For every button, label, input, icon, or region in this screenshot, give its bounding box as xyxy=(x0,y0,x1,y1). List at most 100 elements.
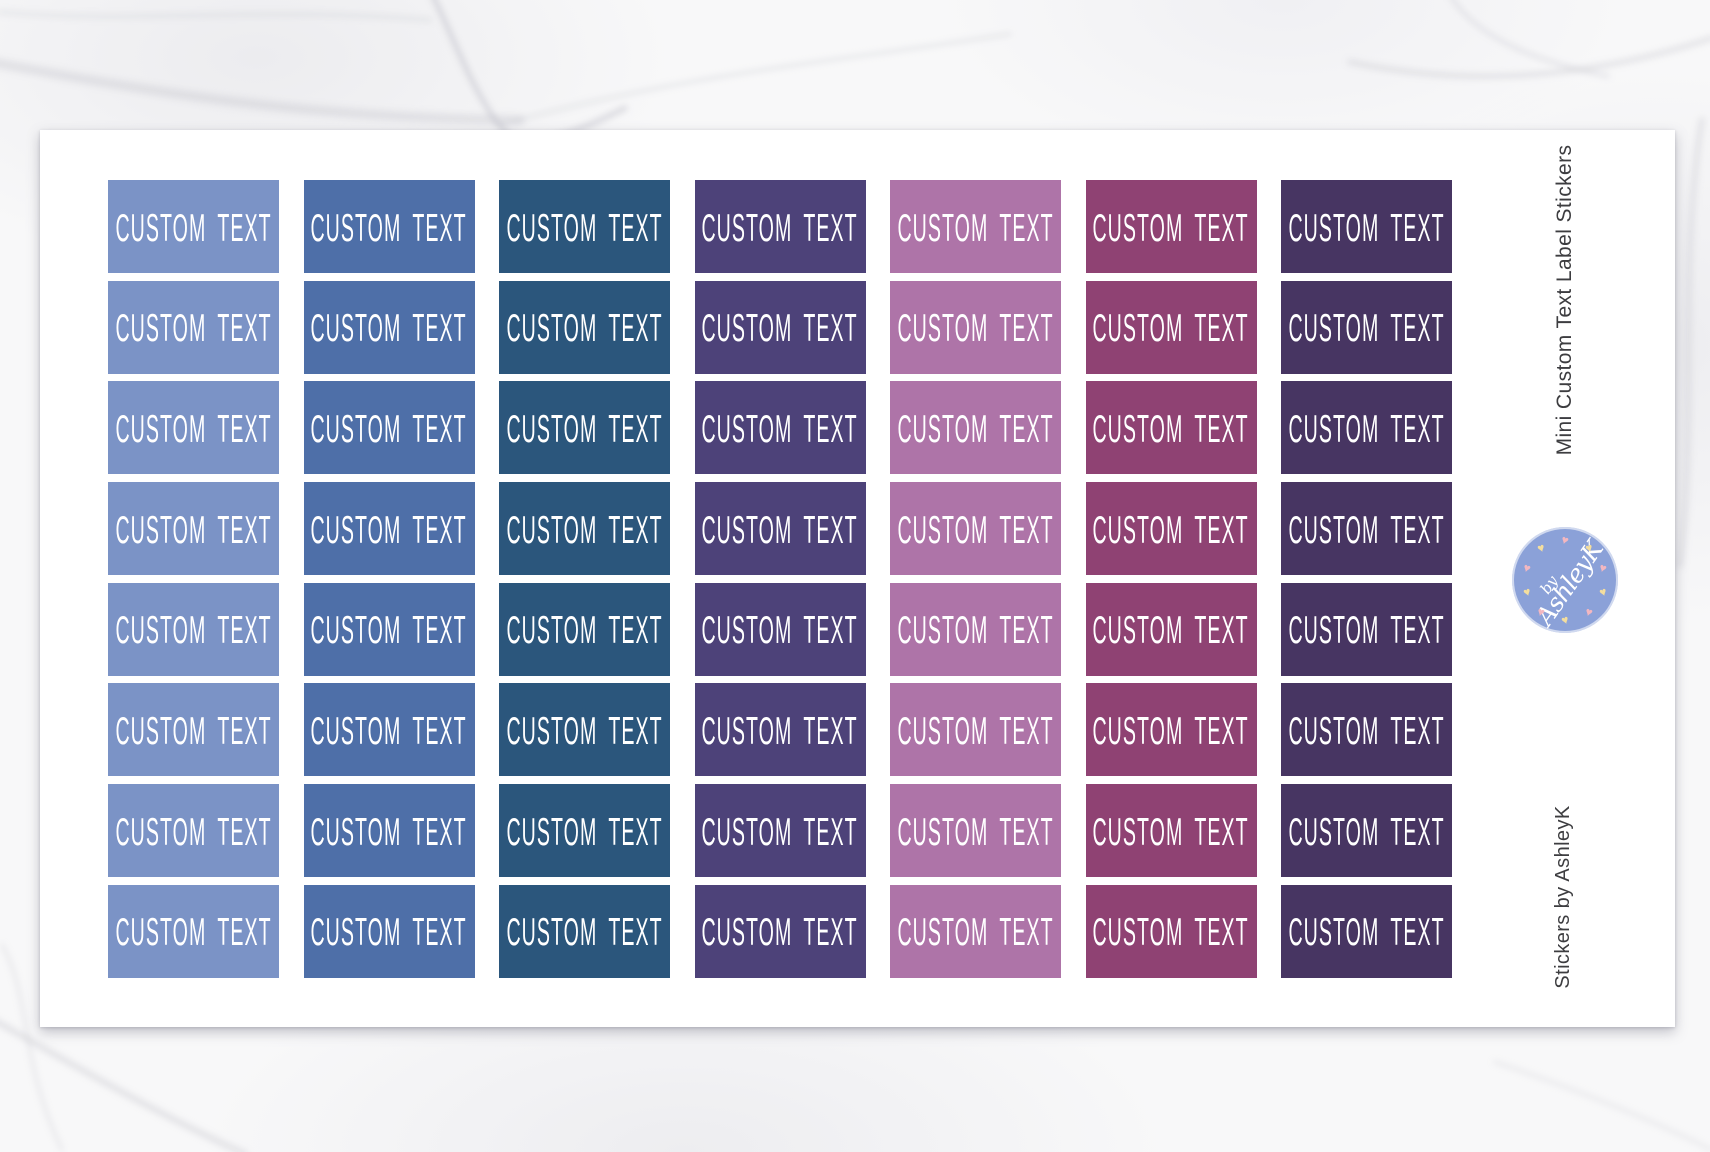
sticker: CUSTOM TEXT xyxy=(108,784,279,878)
sticker-label: CUSTOM TEXT xyxy=(506,709,663,753)
sticker: CUSTOM TEXT xyxy=(499,784,670,878)
sticker: CUSTOM TEXT xyxy=(1085,381,1257,475)
heart-icon: ♥ xyxy=(1597,559,1609,576)
sticker-label: CUSTOM TEXT xyxy=(506,608,663,652)
sticker-label: CUSTOM TEXT xyxy=(897,407,1054,450)
sticker: CUSTOM TEXT xyxy=(694,280,866,374)
sticker-label: CUSTOM TEXT xyxy=(1092,608,1250,652)
sticker: CUSTOM TEXT xyxy=(108,884,279,978)
sticker: CUSTOM TEXT xyxy=(1281,582,1452,676)
heart-icon: ♥ xyxy=(1521,584,1533,601)
sticker-label: CUSTOM TEXT xyxy=(506,306,663,350)
sticker: CUSTOM TEXT xyxy=(108,683,279,777)
sticker: CUSTOM TEXT xyxy=(890,482,1061,576)
sticker-label: CUSTOM TEXT xyxy=(897,306,1054,350)
sticker-label: CUSTOM TEXT xyxy=(115,608,272,652)
heart-icon: ♥ xyxy=(1597,584,1609,601)
sticker: CUSTOM TEXT xyxy=(1085,884,1257,978)
sticker-label: CUSTOM TEXT xyxy=(701,709,859,753)
sticker-sheet: CUSTOM TEXT CUSTOM TEXT CUSTOM TEXT CUSTOM … xyxy=(40,130,1675,1027)
sticker: CUSTOM TEXT xyxy=(1085,482,1257,576)
sticker-label: CUSTOM TEXT xyxy=(506,809,663,853)
sticker: CUSTOM TEXT xyxy=(694,482,866,576)
sticker: CUSTOM TEXT xyxy=(1281,683,1452,777)
sticker-label: CUSTOM TEXT xyxy=(1092,407,1250,450)
sticker-label: CUSTOM TEXT xyxy=(897,709,1054,753)
brand-logo-badge: by AshleyK ♥ ♥ ♥ ♥ ♥ ♥ ♥ ♥ ♥ ♥ xyxy=(1512,527,1618,633)
sticker-label: CUSTOM TEXT xyxy=(1092,809,1250,853)
sticker: CUSTOM TEXT xyxy=(303,884,475,978)
sticker: CUSTOM TEXT xyxy=(303,381,475,475)
sticker: CUSTOM TEXT xyxy=(694,582,866,676)
sticker: CUSTOM TEXT xyxy=(499,180,670,273)
sticker: CUSTOM TEXT xyxy=(694,180,866,273)
sticker-label: CUSTOM TEXT xyxy=(310,809,468,853)
sticker: CUSTOM TEXT xyxy=(1281,784,1452,878)
sticker: CUSTOM TEXT xyxy=(1281,381,1452,475)
sticker-label: CUSTOM TEXT xyxy=(1288,507,1445,551)
heart-icon: ♥ xyxy=(1535,539,1548,556)
sticker-label: CUSTOM TEXT xyxy=(1288,306,1445,350)
sticker-label: CUSTOM TEXT xyxy=(701,910,859,954)
sticker: CUSTOM TEXT xyxy=(499,482,670,576)
sticker-label: CUSTOM TEXT xyxy=(1288,608,1445,652)
sticker: CUSTOM TEXT xyxy=(303,683,475,777)
sticker-label: CUSTOM TEXT xyxy=(506,507,663,551)
sticker-label: CUSTOM TEXT xyxy=(701,205,859,249)
sticker-label: CUSTOM TEXT xyxy=(310,910,468,954)
sticker-label: CUSTOM TEXT xyxy=(701,507,859,551)
sticker-label: CUSTOM TEXT xyxy=(310,507,468,551)
sticker: CUSTOM TEXT xyxy=(890,683,1061,777)
sticker: CUSTOM TEXT xyxy=(694,683,866,777)
sticker-label: CUSTOM TEXT xyxy=(115,306,272,350)
sticker: CUSTOM TEXT xyxy=(1085,180,1257,273)
sticker: CUSTOM TEXT xyxy=(1085,683,1257,777)
sticker-label: CUSTOM TEXT xyxy=(506,407,663,450)
sticker-label: CUSTOM TEXT xyxy=(897,205,1054,249)
sticker-label: CUSTOM TEXT xyxy=(115,709,272,753)
sticker-label: CUSTOM TEXT xyxy=(1288,910,1445,954)
sticker: CUSTOM TEXT xyxy=(499,884,670,978)
product-title-vertical: Mini Custom Text Label Stickers xyxy=(1553,144,1576,456)
sticker-label: CUSTOM TEXT xyxy=(897,809,1054,853)
sticker-label: CUSTOM TEXT xyxy=(115,910,272,954)
sticker-label: CUSTOM TEXT xyxy=(1092,507,1250,551)
sticker-grid: CUSTOM TEXT CUSTOM TEXT CUSTOM TEXT CUSTOM … xyxy=(108,180,1452,978)
brand-caption-vertical: Stickers by AshleyK xyxy=(1552,805,1574,989)
sticker: CUSTOM TEXT xyxy=(1085,582,1257,676)
sticker-label: CUSTOM TEXT xyxy=(1288,709,1445,753)
sticker-label: CUSTOM TEXT xyxy=(1092,205,1250,249)
sticker: CUSTOM TEXT xyxy=(890,582,1061,676)
heart-icon: ♥ xyxy=(1582,604,1595,621)
sticker: CUSTOM TEXT xyxy=(1281,884,1452,978)
sticker-label: CUSTOM TEXT xyxy=(897,608,1054,652)
sticker: CUSTOM TEXT xyxy=(108,381,279,475)
sticker: CUSTOM TEXT xyxy=(694,884,866,978)
sticker-label: CUSTOM TEXT xyxy=(115,407,272,450)
sticker-label: CUSTOM TEXT xyxy=(701,407,859,450)
sticker: CUSTOM TEXT xyxy=(1281,180,1452,273)
sticker-label: CUSTOM TEXT xyxy=(701,809,859,853)
heart-icon: ♥ xyxy=(1559,612,1571,628)
sticker: CUSTOM TEXT xyxy=(108,280,279,374)
sticker: CUSTOM TEXT xyxy=(890,381,1061,475)
sticker-label: CUSTOM TEXT xyxy=(115,205,272,249)
sticker: CUSTOM TEXT xyxy=(1281,482,1452,576)
sticker-label: CUSTOM TEXT xyxy=(1092,709,1250,753)
sticker: CUSTOM TEXT xyxy=(499,381,670,475)
sticker: CUSTOM TEXT xyxy=(499,683,670,777)
sticker-label: CUSTOM TEXT xyxy=(310,608,468,652)
sticker-label: CUSTOM TEXT xyxy=(310,709,468,753)
sticker: CUSTOM TEXT xyxy=(303,784,475,878)
sticker-label: CUSTOM TEXT xyxy=(1092,910,1250,954)
sticker-label: CUSTOM TEXT xyxy=(1092,306,1250,350)
sticker-label: CUSTOM TEXT xyxy=(1288,407,1445,450)
sticker: CUSTOM TEXT xyxy=(108,180,279,273)
sticker: CUSTOM TEXT xyxy=(303,180,475,273)
sticker: CUSTOM TEXT xyxy=(108,482,279,576)
sticker: CUSTOM TEXT xyxy=(499,582,670,676)
sticker-label: CUSTOM TEXT xyxy=(1288,205,1445,249)
sticker: CUSTOM TEXT xyxy=(890,180,1061,273)
sticker: CUSTOM TEXT xyxy=(694,381,866,475)
